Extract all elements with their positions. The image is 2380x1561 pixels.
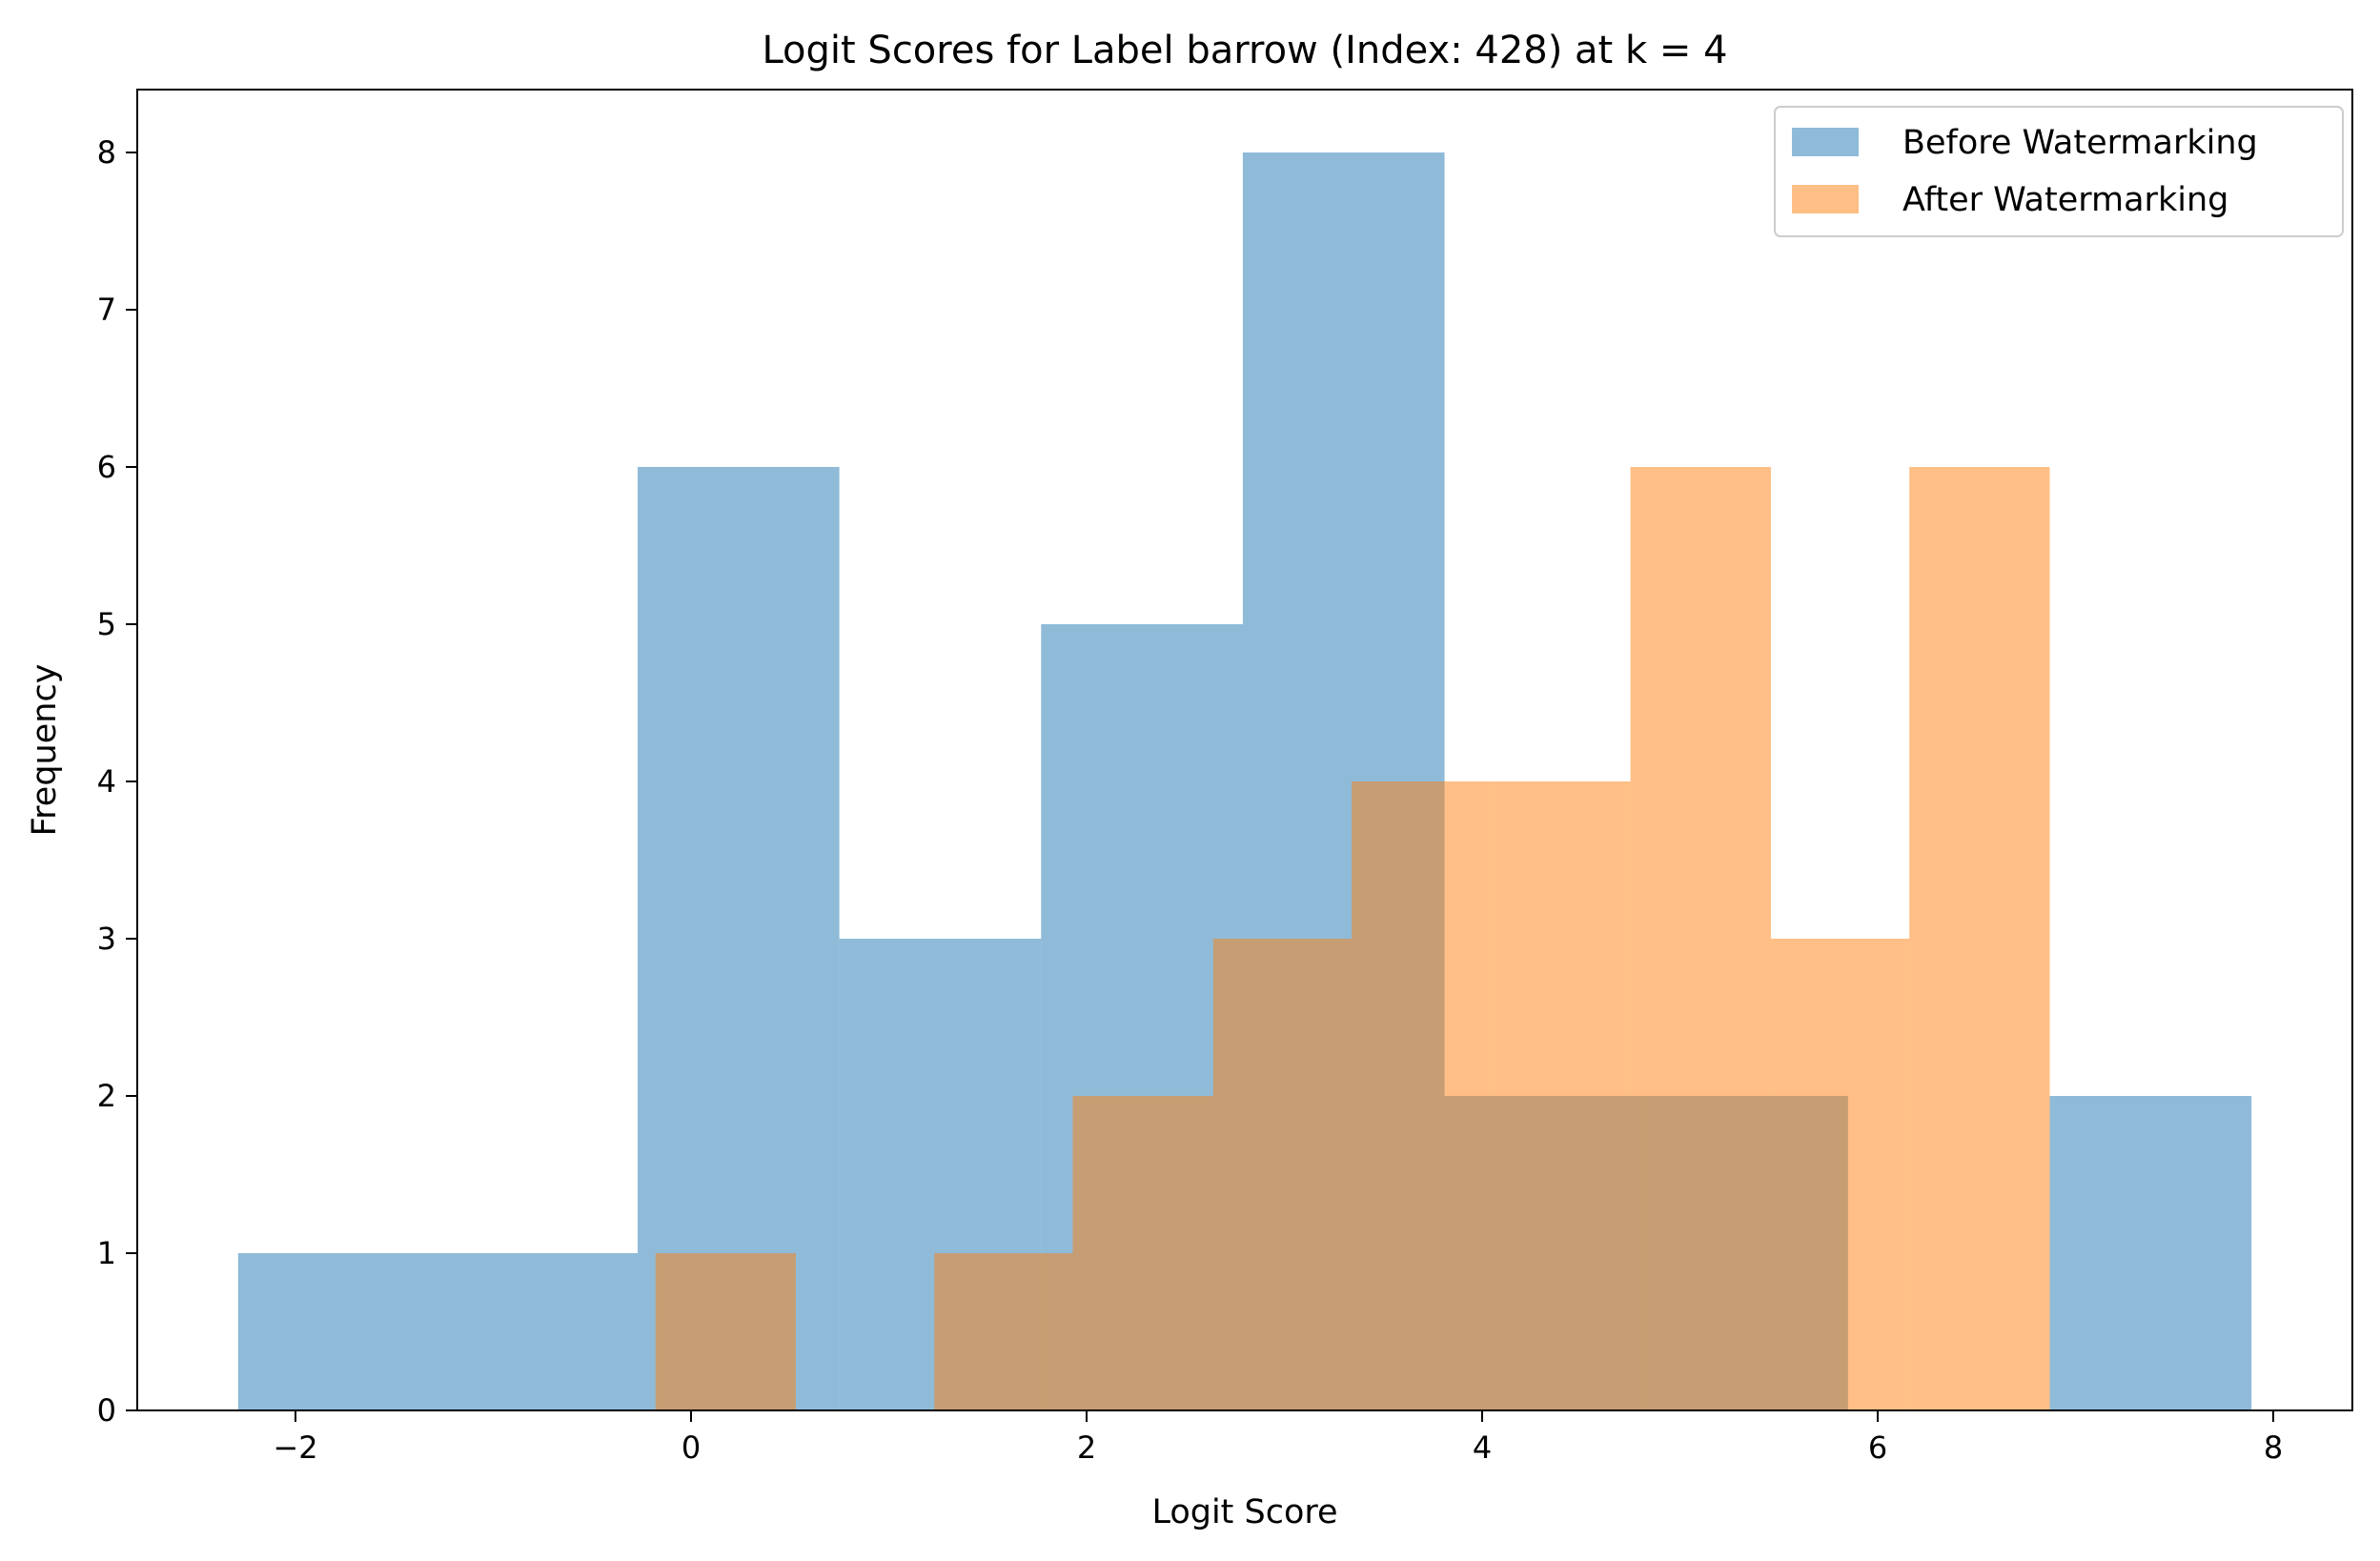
x-tick-label: 2: [1077, 1429, 1096, 1466]
histogram-bar: [1492, 781, 1631, 1410]
bars-layer: [237, 152, 2252, 1410]
y-tick-label: 2: [97, 1078, 116, 1114]
histogram-bar: [1770, 939, 1910, 1410]
histogram-bar: [2049, 1096, 2252, 1410]
legend-label: After Watermarking: [1902, 181, 2228, 219]
y-tick-label: 3: [97, 921, 116, 957]
histogram-bar: [1212, 939, 1353, 1410]
legend: Before Watermarking After Watermarking: [1774, 106, 2344, 237]
y-tick-label: 7: [97, 292, 116, 328]
chart-title: Logit Scores for Label barrow (Index: 42…: [762, 29, 1727, 72]
plot-frame: [136, 89, 2353, 1411]
histogram-bar: [1909, 467, 2050, 1410]
legend-swatch: [1792, 185, 1859, 213]
x-tick-label: 6: [1868, 1429, 1887, 1466]
legend-box: [1774, 106, 2344, 237]
x-tick-label: 4: [1473, 1429, 1492, 1466]
histogram-bar: [237, 1253, 638, 1410]
y-tick-label: 0: [97, 1392, 116, 1429]
x-tick-label: 0: [681, 1429, 701, 1466]
histogram-bar: [934, 1253, 1073, 1410]
y-tick-label: 6: [97, 449, 116, 485]
y-tick-label: 5: [97, 606, 116, 642]
histogram-bar: [1352, 781, 1493, 1410]
y-axis-label: Frequency: [26, 664, 64, 837]
y-tick-label: 8: [97, 134, 116, 171]
y-axis-ticks: 0 1 2 3 4 5 6 7 8: [97, 134, 137, 1429]
x-axis-ticks: −2 0 2 4 6 8: [273, 1410, 2283, 1466]
x-tick-label: 8: [2264, 1429, 2283, 1466]
legend-swatch: [1792, 128, 1859, 156]
histogram-bar: [1630, 467, 1771, 1410]
y-tick-label: 4: [97, 763, 116, 800]
x-axis-label: Logit Score: [1151, 1493, 1337, 1531]
legend-label: Before Watermarking: [1902, 124, 2258, 162]
y-tick-label: 1: [97, 1235, 116, 1271]
histogram-bar: [1072, 1096, 1213, 1410]
x-tick-label: −2: [273, 1429, 317, 1466]
series-after-bars: [655, 467, 2050, 1410]
histogram-bar: [655, 1253, 796, 1410]
